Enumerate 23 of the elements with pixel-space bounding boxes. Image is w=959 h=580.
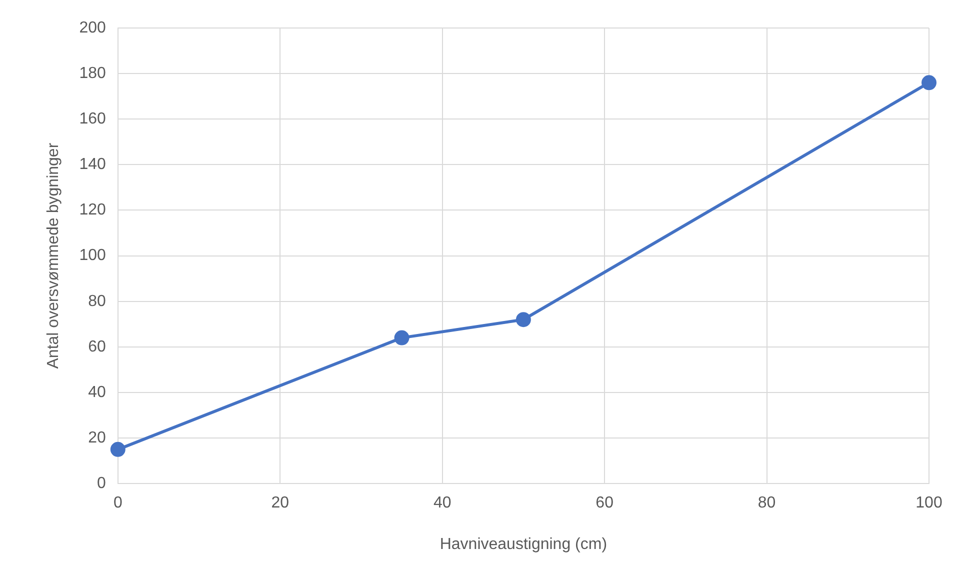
y-tick-label: 20 — [88, 429, 106, 446]
x-tick-label: 40 — [433, 494, 452, 512]
x-axis-title: Havniveaustigning (cm) — [440, 536, 608, 553]
y-tick-label: 0 — [96, 475, 106, 492]
x-tick-label: 60 — [596, 494, 614, 512]
point — [922, 75, 936, 90]
point — [394, 330, 410, 346]
x-tick-label: 80 — [758, 494, 776, 512]
y-tick-label: 100 — [79, 247, 106, 264]
x-tick-label: 100 — [916, 494, 942, 512]
y-tick-label: 120 — [79, 202, 106, 219]
y-tick-label: 180 — [79, 64, 106, 82]
y-tick-label: 40 — [88, 384, 106, 401]
x-tick-label: 20 — [271, 494, 290, 512]
y-tick-label: 80 — [88, 292, 106, 310]
point — [516, 312, 531, 328]
x-tick-label: 0 — [113, 494, 122, 512]
point — [110, 442, 126, 457]
y-tick-label: 140 — [79, 156, 106, 174]
y-tick-label: 160 — [79, 110, 106, 128]
y-tick-label: 200 — [79, 19, 106, 36]
y-axis-title: Antal oversvømmede bygninger — [45, 142, 62, 369]
y-tick-label: 60 — [88, 338, 106, 356]
